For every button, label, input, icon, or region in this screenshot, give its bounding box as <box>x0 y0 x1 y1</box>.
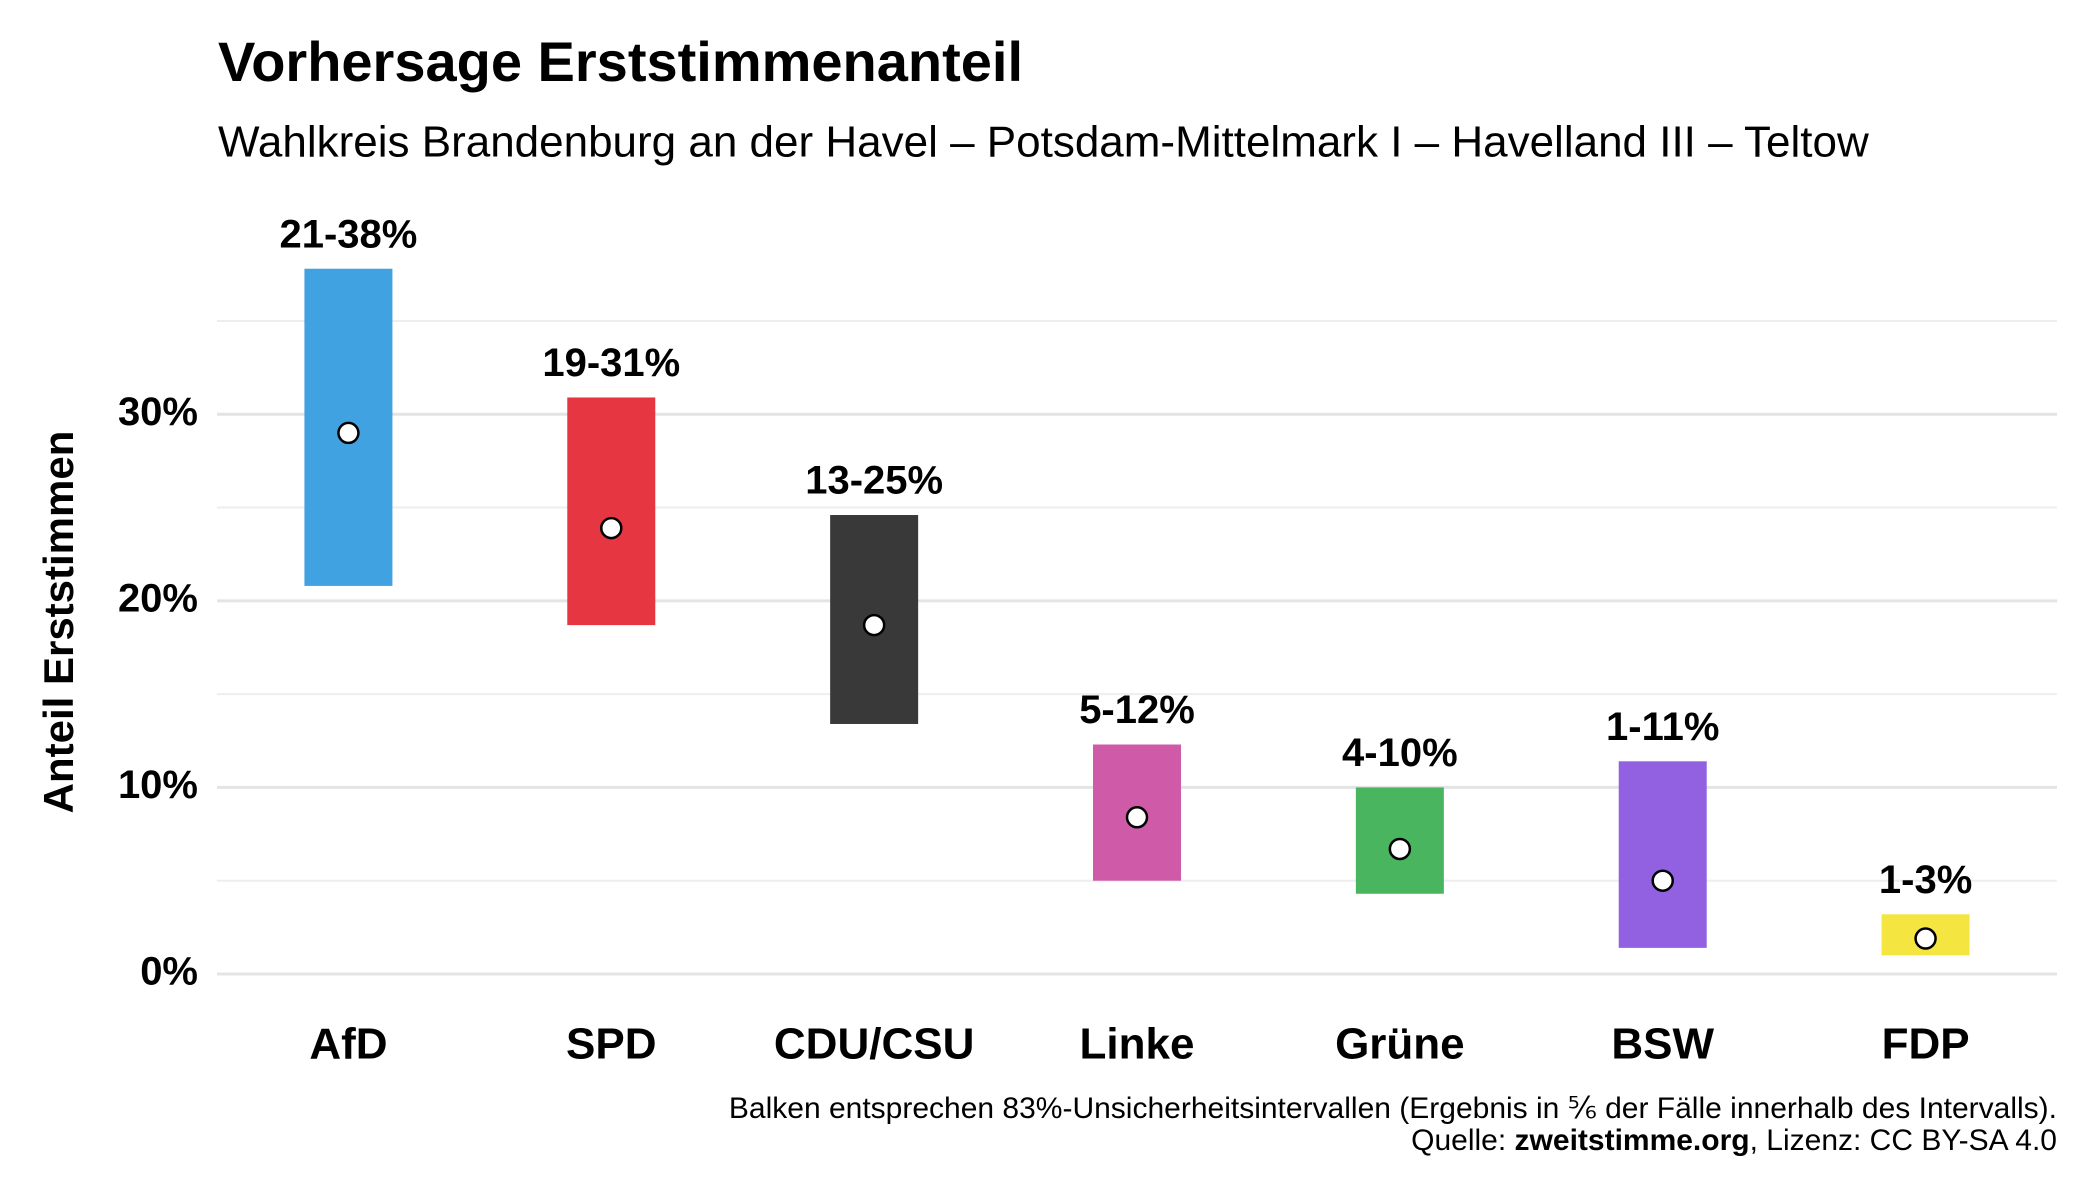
value-label: 21-38% <box>279 212 417 256</box>
x-tick-label: FDP <box>1882 1020 1970 1069</box>
estimate-point <box>337 421 360 445</box>
license: , Lizenz: CC BY-SA 4.0 <box>1750 1124 2057 1157</box>
x-tick-label: AfD <box>309 1020 387 1069</box>
estimate-point <box>1651 869 1674 892</box>
source: Quelle: zweitstimme.org, Lizenz: CC BY-S… <box>1411 1124 2057 1157</box>
x-tick-label: CDU/CSU <box>774 1020 974 1069</box>
estimate-point <box>1914 927 1937 950</box>
x-tick-label: Linke <box>1080 1020 1195 1069</box>
value-label: 1-3% <box>1879 858 1972 902</box>
x-tick-label: Grüne <box>1335 1020 1465 1069</box>
y-tick-label: 20% <box>118 576 198 620</box>
note: Balken entsprechen 83%-Unsicherheitsinte… <box>729 1092 2057 1125</box>
value-label: 5-12% <box>1079 688 1195 732</box>
estimate-point <box>600 516 623 540</box>
x-tick-label: BSW <box>1611 1020 1714 1069</box>
estimate-point <box>1125 806 1149 829</box>
value-label: 13-25% <box>805 459 943 503</box>
source-name: zweitstimme.org <box>1515 1124 1750 1157</box>
y-tick-label: 0% <box>140 950 198 994</box>
estimate-point <box>862 613 886 637</box>
value-label: 1-11% <box>1606 705 1719 749</box>
y-tick-label: 30% <box>118 390 198 434</box>
range-bar <box>1618 761 1707 948</box>
y-tick-label: 10% <box>118 763 198 807</box>
range-bar <box>567 397 656 626</box>
source-label: Quelle: <box>1411 1124 1506 1157</box>
chart-subtitle: Wahlkreis Brandenburg an der Havel – Pot… <box>218 118 1869 167</box>
value-label: 4-10% <box>1342 731 1458 775</box>
estimate-point <box>1388 837 1412 861</box>
chart-title: Vorhersage Erststimmenanteil <box>218 30 1023 93</box>
value-label: 19-31% <box>542 341 680 385</box>
y-axis-title: Anteil Erststimmen <box>35 431 82 814</box>
x-tick-label: SPD <box>566 1020 656 1069</box>
